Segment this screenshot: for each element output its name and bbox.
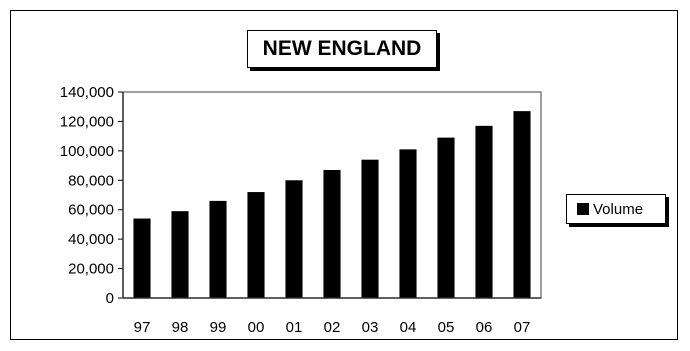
bar bbox=[133, 218, 151, 298]
legend-label-volume: Volume bbox=[593, 200, 644, 218]
x-tick-label: 00 bbox=[248, 319, 265, 336]
y-tick-label: 120,000 bbox=[60, 113, 114, 130]
x-tick-label: 05 bbox=[438, 319, 455, 336]
y-tick-label: 140,000 bbox=[60, 84, 114, 101]
x-axis-ticks: 97 98 99 00 01 02 03 04 05 06 07 bbox=[134, 319, 531, 336]
bar bbox=[399, 149, 417, 298]
y-tick-label: 60,000 bbox=[68, 202, 114, 219]
bar bbox=[475, 125, 493, 298]
bar bbox=[513, 111, 531, 298]
bar bbox=[171, 211, 189, 298]
x-tick-label: 98 bbox=[172, 319, 189, 336]
bar bbox=[323, 169, 341, 298]
bar bbox=[247, 192, 265, 298]
y-tick-label: 20,000 bbox=[68, 261, 114, 278]
x-tick-label: 06 bbox=[476, 319, 493, 336]
bar bbox=[437, 137, 455, 298]
y-axis-ticks: 0 20,000 40,000 60,000 80,000 100,000 120,000 1… bbox=[60, 84, 123, 307]
x-tick-label: 04 bbox=[400, 319, 417, 336]
x-tick-label: 03 bbox=[362, 319, 379, 336]
legend-swatch-volume bbox=[577, 203, 589, 215]
x-tick-label: 02 bbox=[324, 319, 341, 336]
chart-title: NEW ENGLAND bbox=[247, 30, 437, 68]
axes bbox=[122, 91, 542, 299]
x-tick-label: 07 bbox=[514, 319, 531, 336]
y-tick-label: 100,000 bbox=[60, 143, 114, 160]
x-tick-label: 01 bbox=[286, 319, 303, 336]
bar-series-volume bbox=[133, 111, 531, 298]
legend: Volume bbox=[566, 194, 666, 224]
bar bbox=[209, 200, 227, 298]
bar bbox=[285, 180, 303, 298]
y-tick-label: 40,000 bbox=[68, 231, 114, 248]
bar bbox=[361, 159, 379, 298]
y-tick-label: 80,000 bbox=[68, 172, 114, 189]
x-tick-label: 99 bbox=[210, 319, 227, 336]
x-tick-label: 97 bbox=[134, 319, 151, 336]
y-tick-label: 0 bbox=[106, 290, 114, 307]
